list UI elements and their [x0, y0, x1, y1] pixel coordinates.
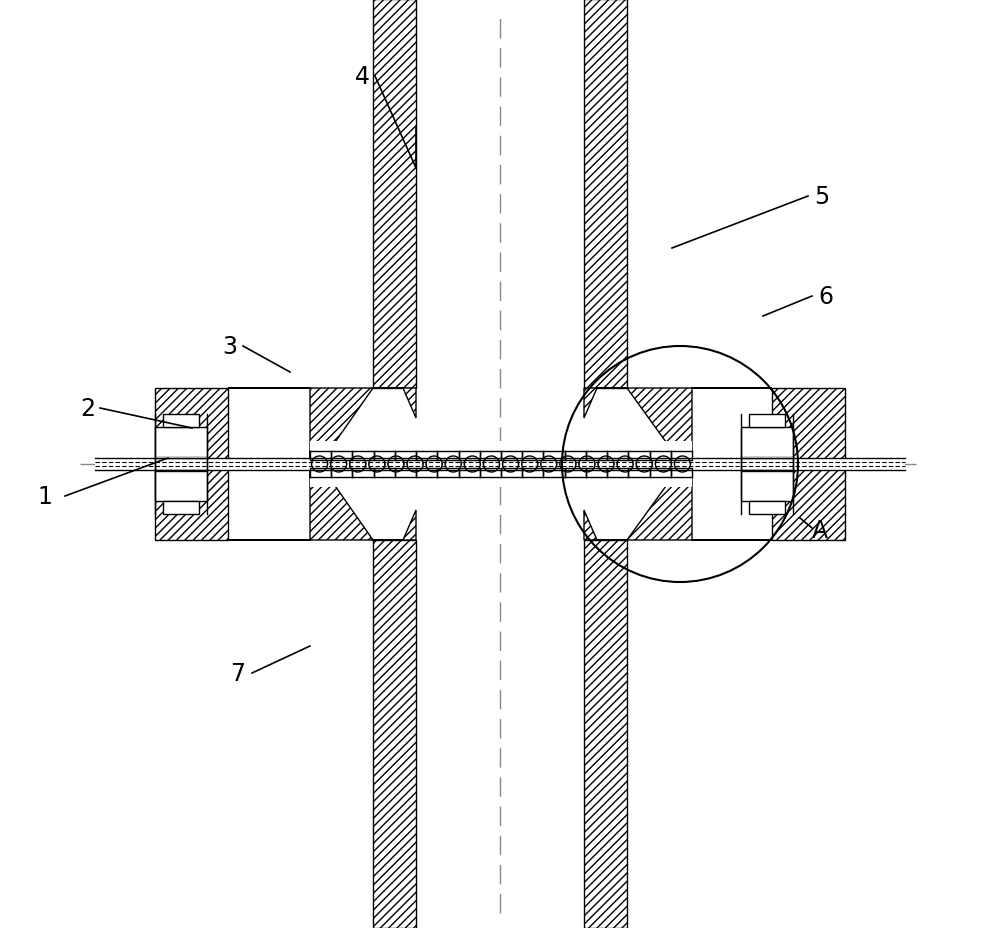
Polygon shape: [584, 0, 627, 389]
Bar: [95, 458, 905, 470]
Text: 3: 3: [223, 335, 238, 358]
Polygon shape: [584, 389, 772, 479]
Text: 4: 4: [355, 65, 370, 89]
Polygon shape: [584, 450, 772, 540]
Polygon shape: [228, 389, 416, 479]
Polygon shape: [228, 450, 416, 540]
Polygon shape: [584, 540, 627, 928]
Bar: [163, 415, 199, 428]
Text: 7: 7: [231, 662, 246, 685]
Bar: [163, 501, 199, 514]
Text: A: A: [812, 519, 828, 542]
Bar: [749, 501, 785, 514]
Bar: [749, 415, 785, 428]
Bar: [741, 471, 793, 501]
Text: 6: 6: [818, 285, 834, 309]
Polygon shape: [373, 0, 416, 389]
Polygon shape: [772, 389, 845, 540]
Text: 1: 1: [38, 484, 52, 509]
Bar: [155, 458, 207, 471]
Polygon shape: [373, 540, 416, 928]
Bar: [155, 428, 207, 458]
Text: 2: 2: [81, 396, 96, 420]
Bar: [155, 471, 207, 501]
Bar: [310, 442, 692, 487]
Bar: [741, 428, 793, 458]
Text: 5: 5: [814, 185, 830, 209]
Polygon shape: [155, 389, 228, 540]
Bar: [741, 458, 793, 471]
